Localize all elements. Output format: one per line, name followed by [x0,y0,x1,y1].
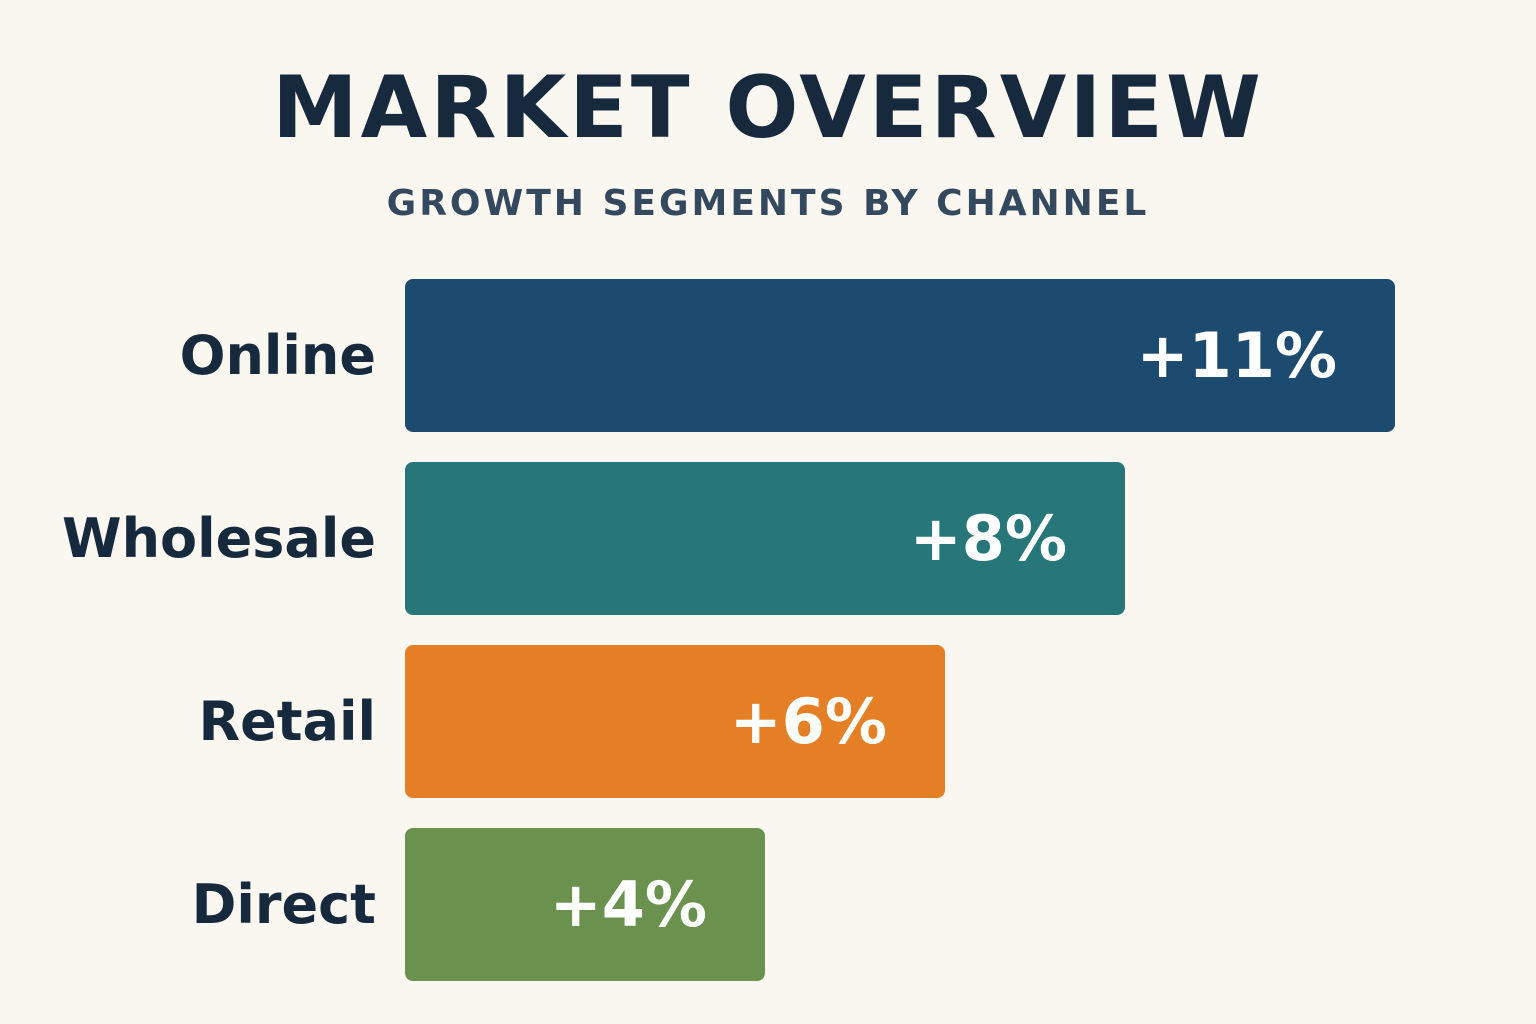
value-label-direct: +4% [550,868,707,941]
value-label-retail: +6% [730,685,887,758]
bar-direct [405,828,765,981]
chart-title: MARKET OVERVIEW [272,58,1264,158]
value-label-online: +11% [1137,319,1337,392]
bar-retail [405,645,945,798]
chart-subtitle: GROWTH SEGMENTS BY CHANNEL [386,183,1150,224]
value-label-wholesale: +8% [910,502,1067,575]
bar-online [405,279,1395,432]
bar-wholesale [405,462,1125,615]
category-label-retail: Retail [199,690,376,753]
category-label-direct: Direct [192,873,376,936]
category-label-online: Online [180,324,376,387]
category-label-wholesale: Wholesale [62,507,376,570]
